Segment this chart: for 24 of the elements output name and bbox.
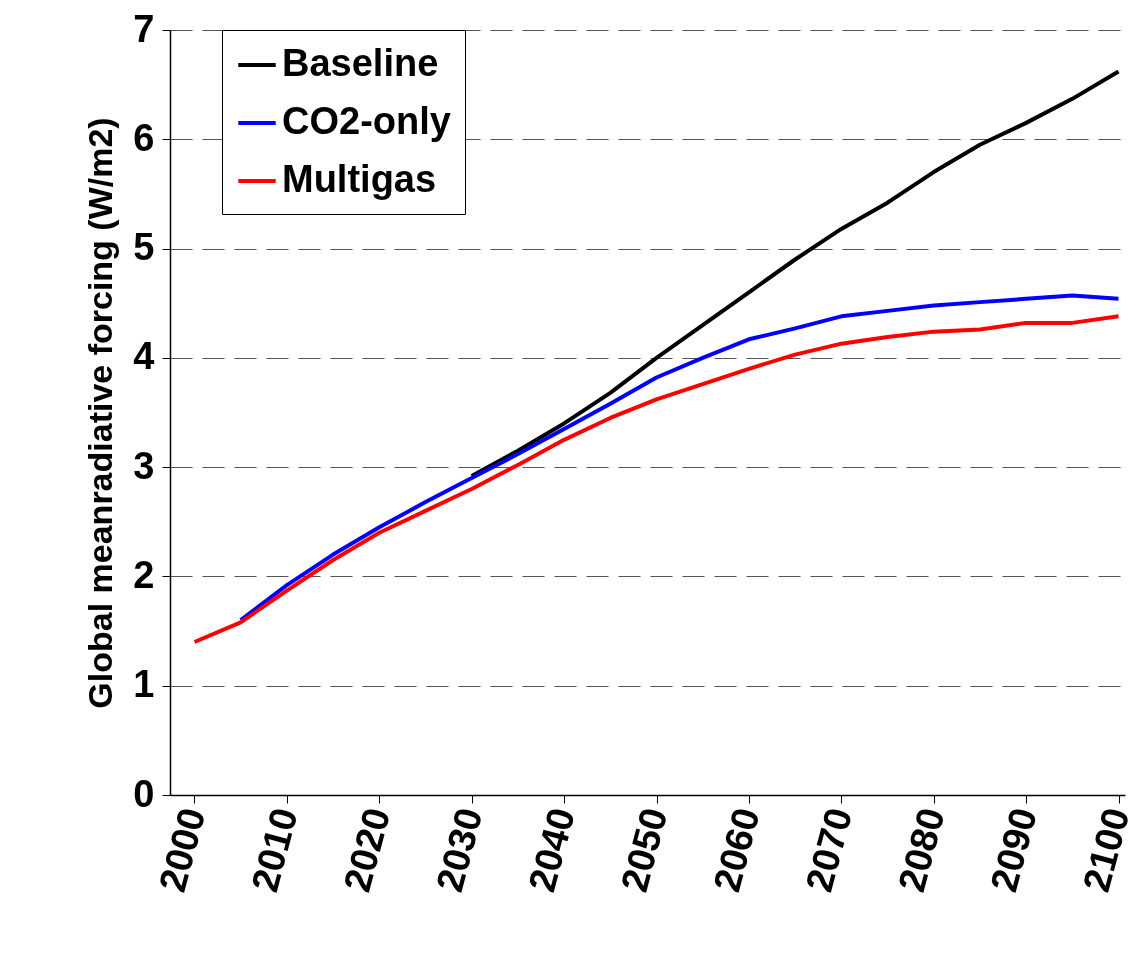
y-tick-label: 5: [133, 226, 155, 269]
x-tick-label: 2100: [1074, 803, 1138, 897]
x-tick-label: 2070: [797, 803, 861, 897]
x-tick-label: 2060: [705, 803, 768, 897]
x-tick-label: 2020: [335, 803, 399, 897]
x-tick-label: 2080: [890, 803, 953, 897]
y-tick-label: 3: [133, 444, 155, 487]
line-series: [192, 314, 1121, 644]
x-tick-label: 2050: [612, 803, 676, 897]
y-tick-label: 2: [133, 553, 155, 596]
y-axis-title: Global meanradiative forcing (W/m2): [81, 117, 120, 709]
legend-label: Baseline: [282, 42, 439, 84]
y-tick-label: 7: [133, 7, 155, 50]
legend-label: Multigas: [282, 158, 437, 200]
y-tick-label: 1: [133, 663, 155, 706]
line-series: [238, 293, 1121, 623]
y-tick-label: 6: [133, 116, 155, 159]
y-tick-label: 4: [133, 335, 155, 378]
legend-label: CO2-only: [282, 100, 451, 142]
x-tick-label: 2030: [428, 803, 491, 897]
x-tick-label: 2090: [982, 803, 1045, 897]
x-tick-label: 2010: [243, 803, 306, 897]
x-tick-label: 2040: [520, 803, 583, 897]
line-series: [469, 69, 1121, 478]
